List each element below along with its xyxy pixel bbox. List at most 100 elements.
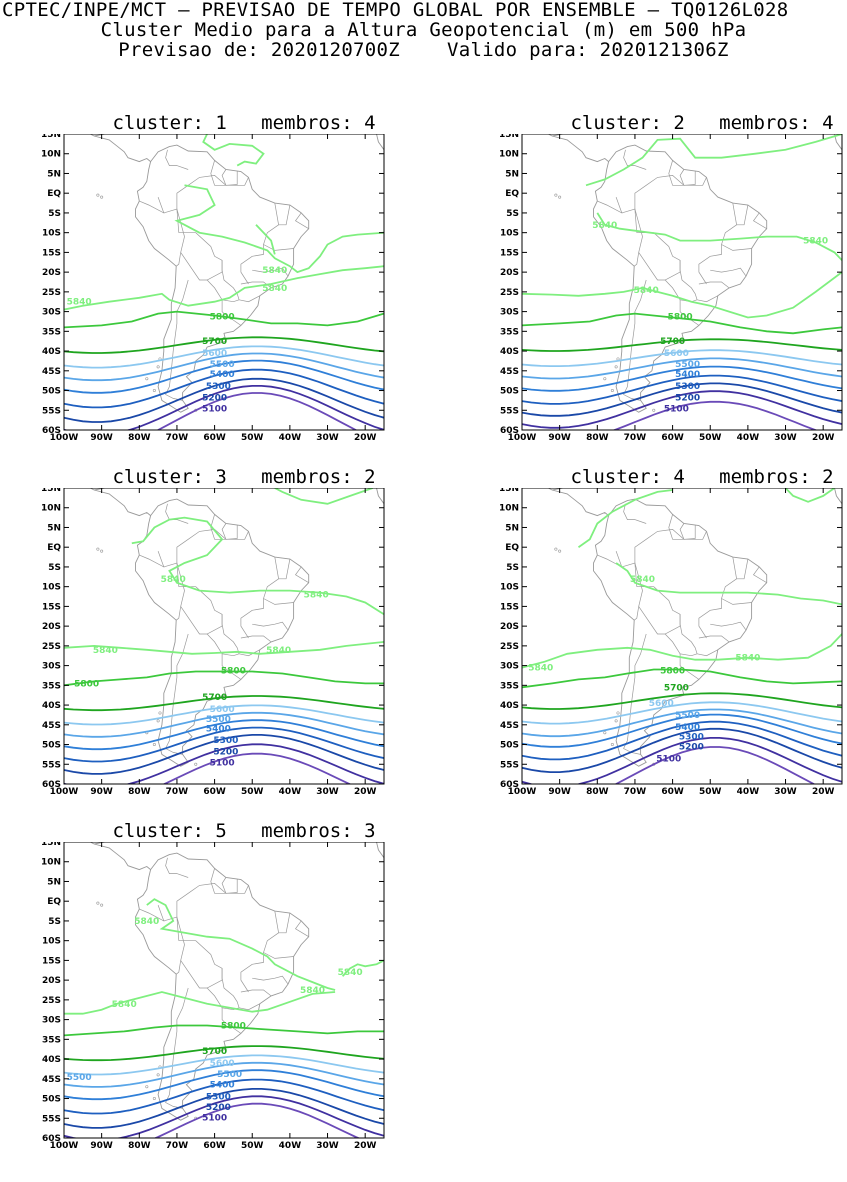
lon-label: 100W: [50, 787, 79, 797]
lat-label: 15S: [500, 602, 519, 612]
lat-label: 35S: [42, 327, 61, 337]
contour-label: 5200: [675, 394, 700, 404]
lat-label: 20S: [42, 976, 61, 986]
lon-label: 60W: [203, 1141, 226, 1151]
contour-label: 5840: [592, 221, 617, 231]
contour-label: 5300: [675, 382, 700, 392]
lat-label: 50S: [42, 741, 61, 751]
lon-label: 70W: [624, 433, 647, 443]
lat-label: 5S: [506, 563, 519, 573]
lon-label: 70W: [166, 787, 189, 797]
lat-label: 45S: [42, 367, 61, 377]
lon-label: 100W: [508, 787, 537, 797]
lat-label: 10N: [41, 858, 61, 868]
lon-label: 80W: [586, 787, 609, 797]
contour-label: 5100: [202, 404, 227, 414]
cluster-4-title: cluster: 4 membros: 2: [522, 466, 847, 488]
contour-label: 5500: [67, 1073, 92, 1083]
contour-label: 5700: [202, 337, 227, 347]
lon-label: 80W: [128, 433, 151, 443]
lat-label: 50S: [42, 1095, 61, 1105]
contour-label: 5840: [630, 575, 655, 585]
lat-label: 5N: [505, 524, 519, 534]
lat-label: 15N: [499, 134, 519, 140]
contour-label: 5100: [210, 758, 235, 768]
contour-label: 5100: [656, 754, 681, 764]
lon-label: 80W: [128, 1141, 151, 1151]
lat-label: 45S: [500, 721, 519, 731]
contour-label: 5300: [679, 733, 704, 743]
lat-label: 25S: [42, 288, 61, 298]
lat-label: 55S: [500, 406, 519, 416]
lat-label: 15S: [42, 602, 61, 612]
lat-label: 15S: [500, 248, 519, 258]
contour-label: 5840: [67, 298, 92, 308]
cluster-2-map: 5840584058405800570056005500540053005200…: [484, 134, 847, 474]
contour-label: 5700: [660, 337, 685, 347]
contour-label: 5200: [202, 394, 227, 404]
lat-label: 55S: [500, 760, 519, 770]
lat-label: 40S: [42, 701, 61, 711]
contour-label: 5200: [206, 1103, 231, 1113]
lat-label: EQ: [47, 189, 61, 199]
lat-label: 10N: [41, 150, 61, 160]
lat-label: EQ: [505, 543, 519, 553]
cluster-3-title: cluster: 3 membros: 2: [64, 466, 424, 488]
contour-label: 5200: [679, 743, 704, 753]
lon-label: 20W: [812, 433, 835, 443]
lon-label: 50W: [699, 787, 722, 797]
lat-label: 15N: [41, 488, 61, 494]
lat-label: 15N: [499, 488, 519, 494]
lon-label: 30W: [316, 1141, 339, 1151]
cluster-1-map: 5840584058405800570056005500540053005200…: [26, 134, 426, 474]
contour-label: 5400: [675, 723, 700, 733]
lon-label: 80W: [586, 433, 609, 443]
lat-label: 45S: [500, 367, 519, 377]
lat-label: 40S: [500, 347, 519, 357]
lat-label: 55S: [42, 1114, 61, 1124]
lat-label: 50S: [42, 387, 61, 397]
lat-label: 10S: [42, 229, 61, 239]
contour-label: 5200: [213, 748, 238, 758]
lat-label: 45S: [42, 721, 61, 731]
header-line-1: CPTEC/INPE/MCT – PREVISAO DE TEMPO GLOBA…: [0, 0, 847, 20]
lon-label: 70W: [624, 787, 647, 797]
contour-label: 5840: [735, 654, 760, 664]
lat-label: 25S: [42, 642, 61, 652]
lat-label: 10S: [500, 229, 519, 239]
lon-label: 70W: [166, 1141, 189, 1151]
lon-label: 90W: [548, 433, 571, 443]
header-line-2: Cluster Medio para a Altura Geopotencial…: [0, 20, 847, 40]
lon-label: 40W: [279, 1141, 302, 1151]
lat-label: 5S: [48, 209, 61, 219]
lon-label: 60W: [661, 433, 684, 443]
lat-label: 15N: [41, 134, 61, 140]
lat-label: 20S: [42, 622, 61, 632]
contour-label: 5500: [675, 360, 700, 370]
contour-label: 5800: [221, 666, 246, 676]
lon-label: 30W: [316, 433, 339, 443]
contour-label: 5840: [93, 646, 118, 656]
lat-label: 40S: [42, 347, 61, 357]
lat-label: 30S: [42, 1016, 61, 1026]
lon-label: 30W: [774, 433, 797, 443]
lat-label: 15N: [41, 842, 61, 848]
lat-label: 40S: [500, 701, 519, 711]
lat-label: 5N: [505, 170, 519, 180]
lat-label: 25S: [42, 996, 61, 1006]
lon-label: 20W: [354, 787, 377, 797]
cluster-1-title: cluster: 1 membros: 4: [64, 112, 424, 134]
contour-label: 5600: [664, 349, 689, 359]
lat-label: 15S: [42, 248, 61, 258]
lon-label: 100W: [50, 433, 79, 443]
contour-label: 5400: [210, 1081, 235, 1091]
lon-label: 90W: [90, 787, 113, 797]
lon-label: 50W: [241, 433, 264, 443]
lon-label: 40W: [279, 433, 302, 443]
